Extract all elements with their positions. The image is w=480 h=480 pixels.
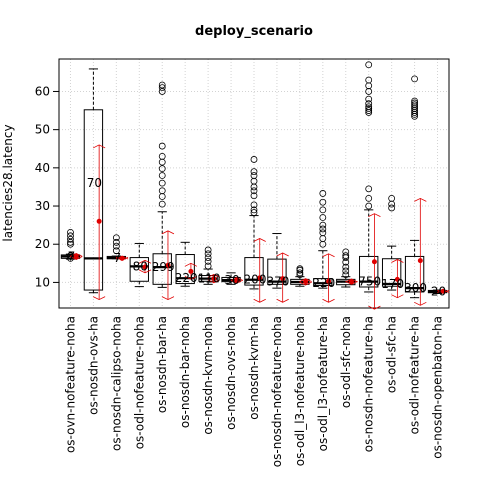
y-tick-label: 20 [35, 237, 50, 251]
outlier-point [320, 226, 326, 232]
y-tick-label: 50 [35, 123, 50, 137]
y-tick-label: 30 [35, 199, 50, 213]
mean-point [350, 280, 354, 284]
x-tick-label: os-nosdn-kvm-ha [247, 316, 261, 420]
x-tick-label: os-nosdn-kvm-noha [201, 316, 215, 435]
x-tick-label: os-odl_l3-nofeature-ha [316, 316, 330, 451]
box-os-ovn-nofeature-noha: 7 [61, 229, 82, 263]
count-label: 200 [244, 273, 267, 287]
count-label: 220 [312, 276, 335, 290]
plot-area: 770780 299220 110 30 200 370 220 750 170 300 20 [61, 62, 449, 309]
count-label: 80 [133, 259, 148, 273]
category-labels: os-ovn-nofeature-noha os-nosdn-ovs-ha os-n… [63, 316, 444, 467]
count-label: 370 [266, 275, 289, 289]
box-os-odl_l3-nofeature-ha: 220 [312, 190, 335, 302]
count-label: 750 [358, 275, 381, 289]
x-tick-label: os-nosdn-bar-ha [155, 316, 169, 413]
box-os-odl-sfc-noha [337, 249, 358, 287]
x-tick-label: os-nosdn-bar-noha [178, 316, 192, 428]
box-os-nosdn-kvm-noha: 110 [198, 247, 221, 286]
x-tick-label: os-nosdn-nofeature-noha [270, 316, 284, 467]
x-tick-label: os-nosdn-ovs-ha [86, 316, 100, 415]
y-axis-label: latencies28.latency [1, 124, 15, 241]
count-label: 30 [224, 273, 239, 287]
mean-point [304, 280, 308, 284]
box-os-nosdn-ovs-ha: 70 [84, 69, 105, 300]
box-os-nosdn-openbaton-ha: 20 [428, 285, 449, 299]
box-os-nosdn-calipso-noha: 7 [107, 235, 128, 265]
box-os-odl-nofeature-ha: 300 [404, 76, 427, 305]
count-label: 170 [381, 277, 404, 291]
count-label: 20 [431, 285, 446, 299]
plot-frame [59, 59, 449, 308]
count-label: 7 [114, 251, 122, 265]
x-tick-label: os-odl-nofeature-noha [132, 316, 146, 449]
x-tick-label: os-odl_l3-nofeature-noha [293, 316, 307, 466]
box-os-nosdn-bar-ha: 299 [152, 82, 175, 300]
box-os-odl-sfc-ha: 170 [381, 195, 404, 297]
box-os-odl-nofeature-noha: 80 [130, 243, 151, 286]
mean-point [372, 260, 376, 264]
box-os-nosdn-bar-noha: 220 [175, 242, 198, 286]
count-label: 110 [198, 272, 221, 286]
x-tick-label: os-nosdn-ovs-noha [224, 316, 238, 430]
y-tick-label: 10 [35, 275, 50, 289]
count-label: 7 [68, 249, 76, 263]
box-os-nosdn-nofeature-ha: 750 [358, 62, 381, 309]
y-tick-label: 40 [35, 161, 50, 175]
outlier-point [205, 247, 211, 253]
count-label: 70 [87, 176, 102, 190]
mean-point [97, 219, 101, 223]
x-tick-label: os-nosdn-calipso-noha [109, 316, 123, 451]
x-tick-label: os-odl-nofeature-ha [408, 316, 422, 434]
chart-title: deploy_scenario [195, 24, 313, 39]
grid-lines [59, 59, 449, 308]
count-label: 220 [175, 271, 198, 285]
box-os-nosdn-kvm-ha: 200 [244, 156, 267, 302]
x-tick-label: os-nosdn-openbaton-ha [431, 316, 445, 459]
x-tick-label: os-ovn-nofeature-noha [63, 316, 77, 453]
x-tick-label: os-odl-sfc-ha [385, 316, 399, 393]
x-tick-label: os-odl-sfc-noha [339, 316, 353, 408]
mean-point [418, 259, 422, 263]
y-tick-label: 60 [35, 84, 50, 98]
count-label: 299 [152, 260, 175, 274]
box-os-odl_l3-nofeature-noha [291, 266, 312, 287]
count-label: 300 [404, 281, 427, 295]
x-tick-label: os-nosdn-nofeature-ha [362, 316, 376, 452]
box-os-nosdn-ovs-noha: 30 [222, 273, 243, 287]
